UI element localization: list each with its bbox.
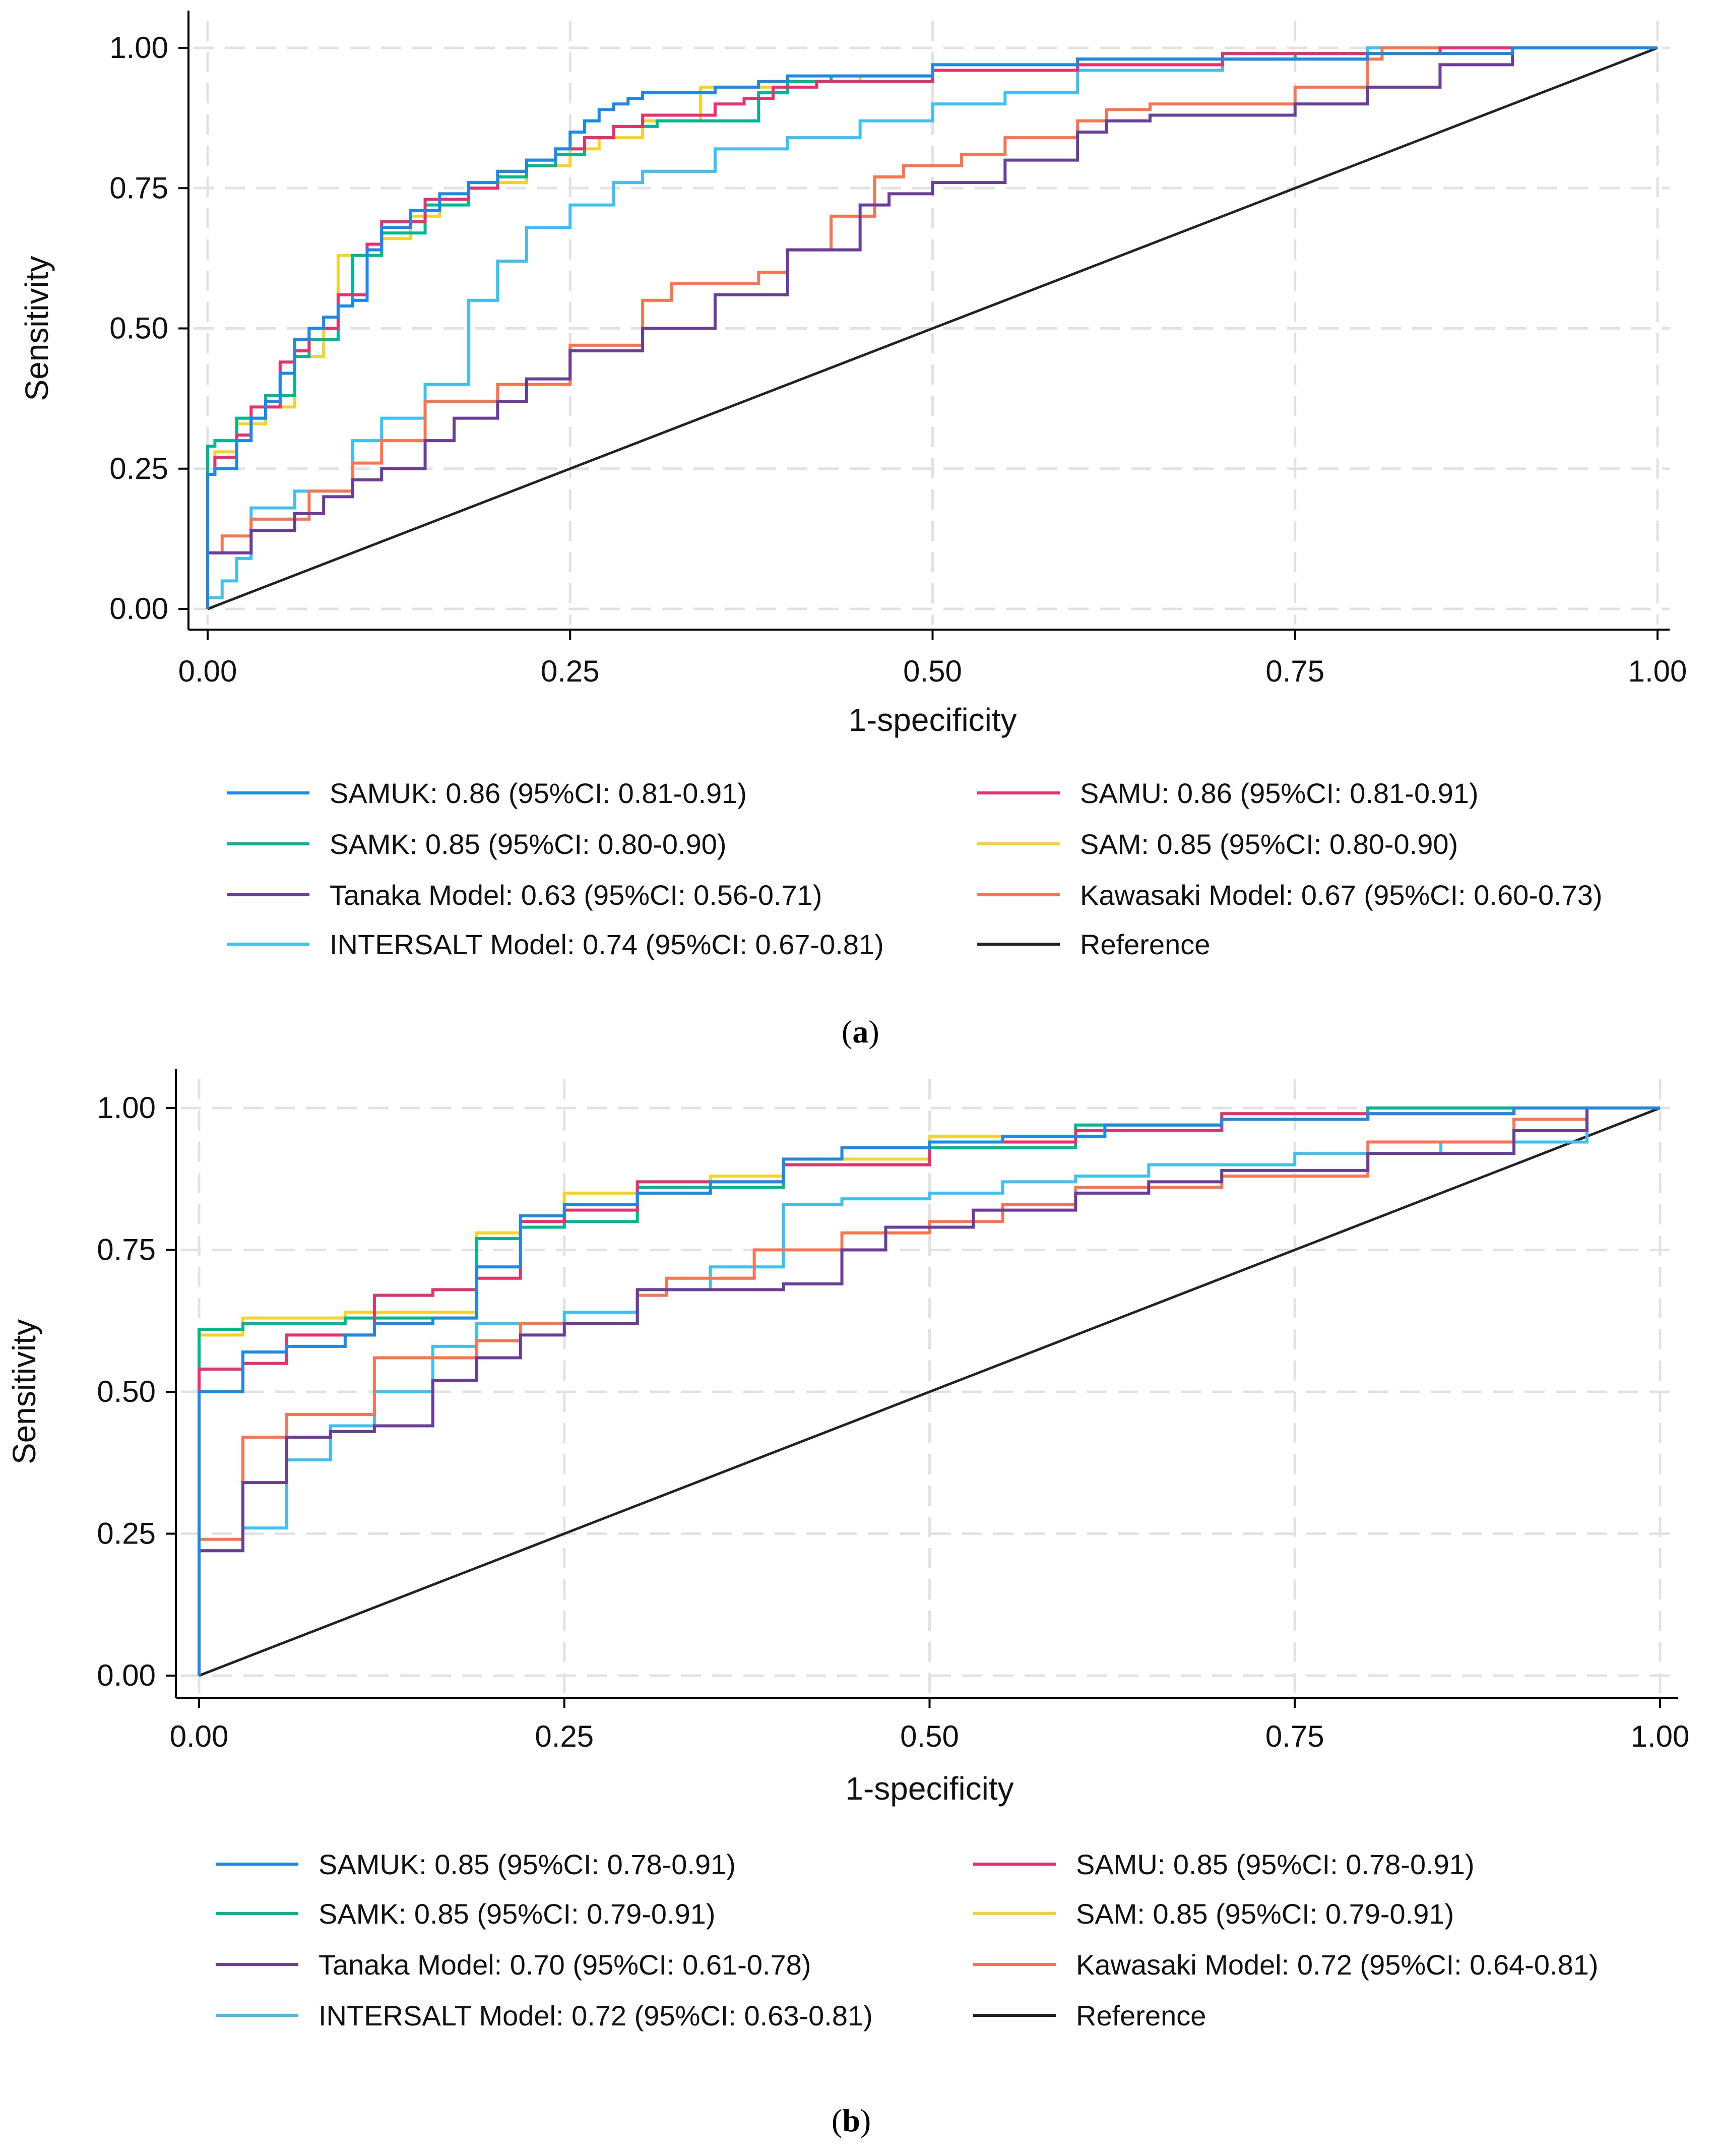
x-tick-label: 0.50: [900, 1719, 959, 1753]
y-tick-label: 0.50: [109, 312, 168, 345]
legend-swatch: [216, 1912, 298, 1915]
legend-item: Kawasaki Model: 0.72 (95%CI: 0.64-0.81): [973, 1944, 1599, 1985]
y-axis-label: Sensitivity: [6, 1319, 42, 1464]
y-tick-label: 0.25: [97, 1517, 156, 1551]
legend-item: SAM: 0.85 (95%CI: 0.79-0.91): [973, 1893, 1454, 1934]
x-tick-label: 0.25: [535, 1719, 594, 1753]
y-tick-label: 0.00: [109, 592, 168, 626]
legend-item: Tanaka Model: 0.70 (95%CI: 0.61-0.78): [216, 1944, 811, 1985]
legend-swatch: [227, 943, 309, 946]
y-tick-label: 0.00: [97, 1658, 156, 1692]
legend-item: INTERSALT Model: 0.74 (95%CI: 0.67-0.81): [227, 924, 884, 964]
legend-label: SAM: 0.85 (95%CI: 0.80-0.90): [1080, 828, 1458, 860]
x-tick-label: 0.25: [541, 654, 600, 688]
legend-item: Reference: [977, 924, 1210, 964]
legend-swatch: [977, 842, 1060, 845]
legend-item: SAMU: 0.85 (95%CI: 0.78-0.91): [973, 1844, 1475, 1884]
legend-swatch: [227, 791, 309, 794]
legend-label: Tanaka Model: 0.63 (95%CI: 0.56-0.71): [330, 879, 822, 911]
series-line-reference: [207, 46, 1658, 610]
legend-item: SAMUK: 0.85 (95%CI: 0.78-0.91): [216, 1844, 736, 1884]
legend-label: SAMK: 0.85 (95%CI: 0.79-0.91): [319, 1897, 716, 1930]
series-line-tanaka-model: [198, 1106, 1660, 1676]
legend-label: SAMU: 0.85 (95%CI: 0.78-0.91): [1076, 1848, 1475, 1880]
legend-label: Kawasaki Model: 0.67 (95%CI: 0.60-0.73): [1080, 879, 1603, 911]
legend-swatch: [977, 893, 1060, 896]
legend-swatch: [973, 1912, 1056, 1915]
x-tick-label: 0.75: [1265, 1719, 1324, 1753]
legend-swatch: [973, 2014, 1056, 2017]
legend-swatch: [977, 791, 1060, 794]
legend-label: SAMU: 0.86 (95%CI: 0.81-0.91): [1080, 777, 1479, 809]
legend-label: Reference: [1080, 928, 1211, 960]
series-line-tanaka-model: [206, 46, 1658, 609]
legend-item: Kawasaki Model: 0.67 (95%CI: 0.60-0.73): [977, 875, 1603, 915]
y-tick-label: 0.75: [97, 1233, 156, 1267]
series-line-samuk: [198, 1106, 1660, 1676]
x-axis-label: 1-specificity: [848, 702, 1016, 738]
x-axis-label: 1-specificity: [845, 1770, 1013, 1807]
legend-swatch: [216, 2014, 298, 2017]
legend-item: INTERSALT Model: 0.72 (95%CI: 0.63-0.81): [216, 1995, 873, 2036]
panel-caption-a: (a): [842, 1014, 879, 1050]
x-tick-label: 1.00: [1628, 654, 1687, 688]
legend-swatch: [216, 1963, 298, 1966]
x-tick-label: 0.50: [903, 654, 962, 688]
series-line-kawasaki-model: [206, 46, 1658, 609]
y-tick-label: 1.00: [109, 31, 168, 65]
legend-item: SAMK: 0.85 (95%CI: 0.80-0.90): [227, 824, 727, 864]
legend-label: SAM: 0.85 (95%CI: 0.79-0.91): [1076, 1897, 1454, 1930]
series-line-reference: [199, 1106, 1661, 1677]
y-tick-label: 0.25: [109, 452, 168, 485]
legend-swatch: [973, 1963, 1056, 1966]
x-tick-label: 0.00: [178, 654, 237, 688]
legend-item: SAMU: 0.86 (95%CI: 0.81-0.91): [977, 773, 1479, 813]
legend-item: SAMK: 0.85 (95%CI: 0.79-0.91): [216, 1893, 716, 1934]
legend-label: Reference: [1076, 1999, 1206, 2031]
y-tick-label: 0.50: [97, 1375, 156, 1408]
legend-swatch: [227, 842, 309, 845]
legend-item: Reference: [973, 1995, 1206, 2036]
series-line-intersalt-model: [206, 46, 1658, 609]
y-axis-label: Sensitivity: [19, 256, 55, 401]
x-tick-label: 0.75: [1265, 654, 1324, 688]
legend-label: Kawasaki Model: 0.72 (95%CI: 0.64-0.81): [1076, 1948, 1599, 1981]
series-line-samu: [198, 1106, 1660, 1676]
legend-item: SAMUK: 0.86 (95%CI: 0.81-0.91): [227, 773, 747, 813]
panel-caption-b: (b): [832, 2103, 871, 2138]
series-line-samuk: [206, 46, 1658, 609]
x-tick-label: 1.00: [1631, 1719, 1690, 1753]
legend-label: SAMUK: 0.85 (95%CI: 0.78-0.91): [319, 1848, 736, 1880]
legend-label: SAMUK: 0.86 (95%CI: 0.81-0.91): [330, 777, 747, 809]
legend-label: INTERSALT Model: 0.74 (95%CI: 0.67-0.81): [330, 928, 884, 960]
legend-label: Tanaka Model: 0.70 (95%CI: 0.61-0.78): [319, 1948, 811, 1981]
legend-item: SAM: 0.85 (95%CI: 0.80-0.90): [977, 824, 1458, 864]
legend-label: INTERSALT Model: 0.72 (95%CI: 0.63-0.81): [319, 1999, 873, 2031]
legend-swatch: [216, 1863, 298, 1866]
x-tick-label: 0.00: [170, 1719, 229, 1753]
legend-label: SAMK: 0.85 (95%CI: 0.80-0.90): [330, 828, 727, 860]
legend-item: Tanaka Model: 0.63 (95%CI: 0.56-0.71): [227, 875, 822, 915]
y-tick-label: 1.00: [97, 1091, 156, 1125]
y-tick-label: 0.75: [109, 171, 168, 205]
roc-chart-b: 0.00 0.25 0.50 0.75 1.00 0.00 0.25 0.50 0.75 1.00…: [6, 1069, 1690, 1807]
legend-swatch: [227, 893, 309, 896]
legend-swatch: [973, 1863, 1056, 1866]
roc-chart-a: 0.00 0.25 0.50 0.75 1.00 0.00 0.25 0.50 0.75 1.00…: [19, 11, 1687, 738]
legend-swatch: [977, 943, 1060, 946]
